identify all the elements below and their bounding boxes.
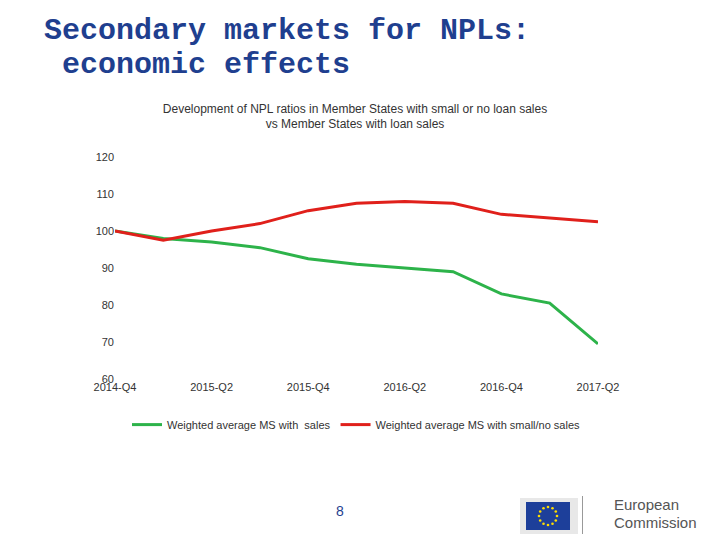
svg-text:120: 120 <box>96 151 114 163</box>
svg-text:100: 100 <box>96 225 114 237</box>
svg-text:2015-Q4: 2015-Q4 <box>287 381 330 393</box>
html-text:Commission: Commission <box>614 514 697 531</box>
svg-text:Development of NPL ratios in M: Development of NPL ratios in Member Stat… <box>163 102 547 132</box>
svg-text:Weighted average MS with sale: Weighted average MS with sales <box>167 419 331 431</box>
svg-text:Weighted average MS with small: Weighted average MS with small/no sales <box>376 419 581 431</box>
svg-text:80: 80 <box>102 299 114 311</box>
svg-text:70: 70 <box>102 336 114 348</box>
svg-text:2016-Q2: 2016-Q2 <box>383 381 426 393</box>
svg-text:110: 110 <box>96 188 114 200</box>
html-text:Secondary markets for NPLs:: Secondary markets for NPLs: <box>44 14 531 48</box>
svg-text:90: 90 <box>102 262 114 274</box>
svg-text:2014-Q4: 2014-Q4 <box>94 381 137 393</box>
html-text:8: 8 <box>336 503 344 519</box>
svg-text:60: 60 <box>102 373 114 385</box>
html-text:economic effects: economic effects <box>62 48 350 82</box>
html-text:European: European <box>614 496 680 513</box>
svg-text:2015-Q2: 2015-Q2 <box>190 381 233 393</box>
svg-text:2017-Q2: 2017-Q2 <box>577 381 620 393</box>
svg-text:2016-Q4: 2016-Q4 <box>480 381 523 393</box>
